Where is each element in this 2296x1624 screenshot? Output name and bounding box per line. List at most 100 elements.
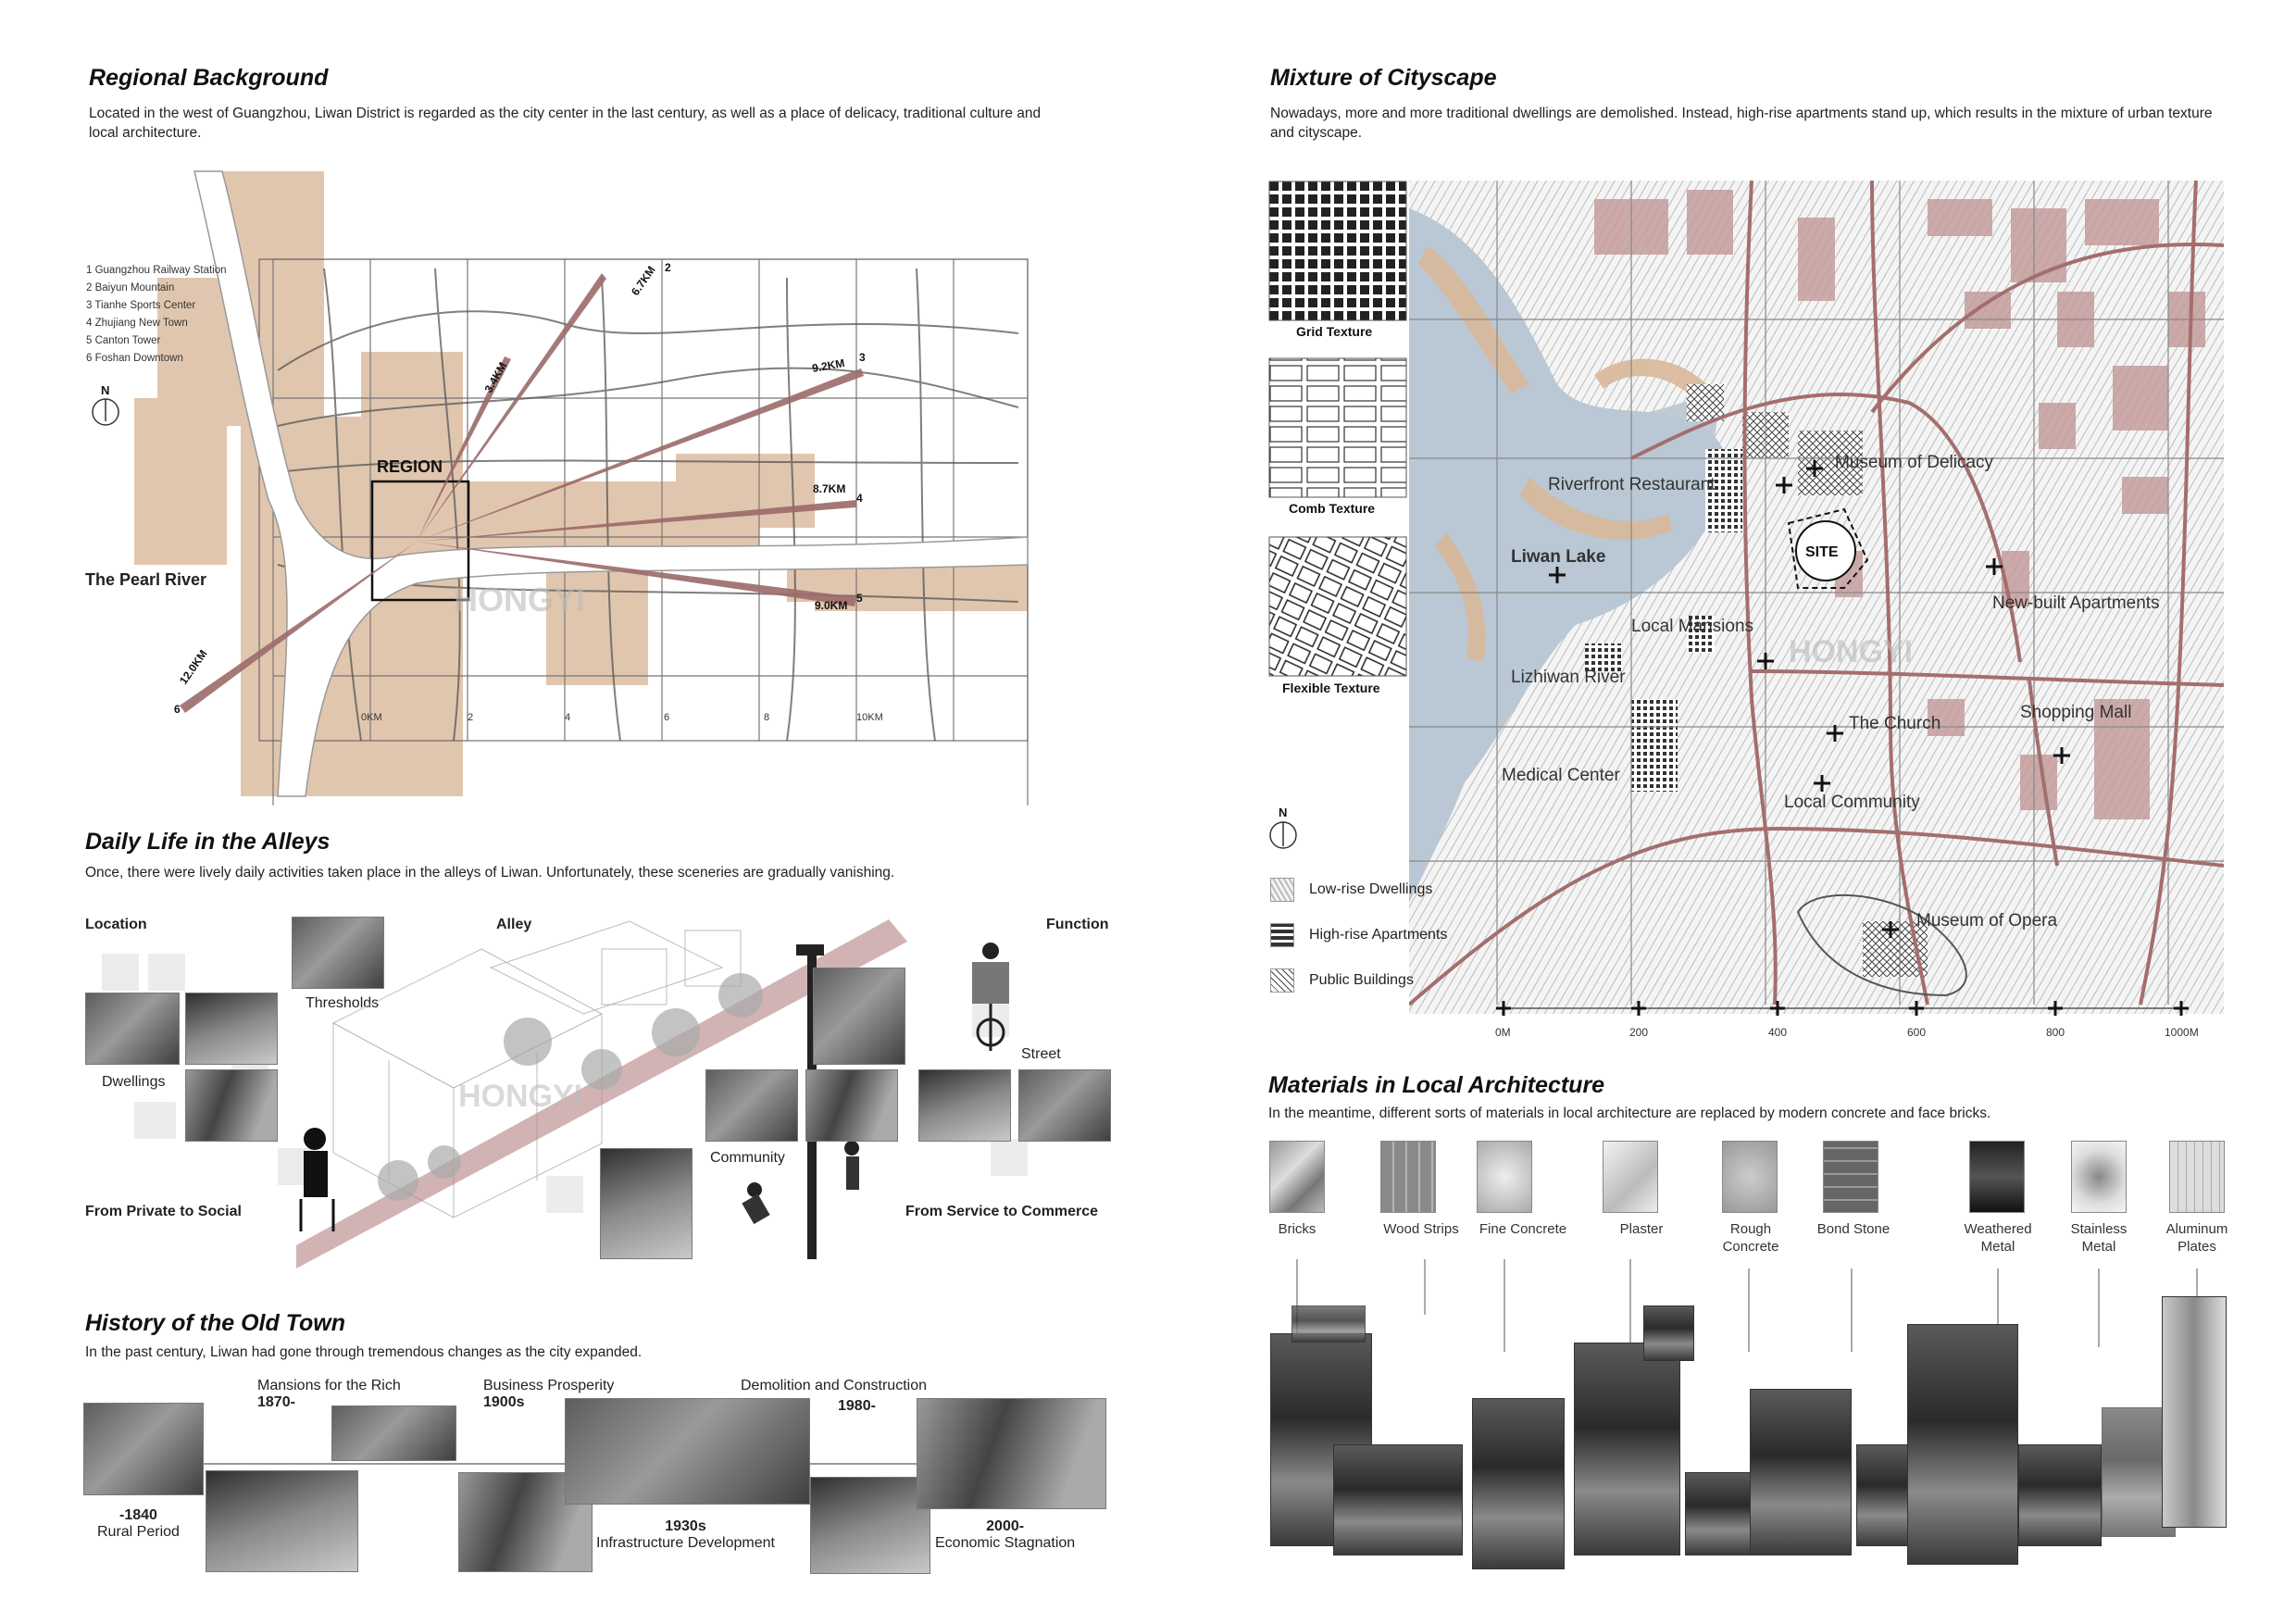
- regional-legend: 1 Guangzhou Railway Station 2 Baiyun Mou…: [86, 262, 227, 368]
- dist-label-5n: 5: [856, 592, 863, 605]
- history-name: Rural Period: [97, 1524, 180, 1540]
- history-photo-demolition: [810, 1477, 930, 1574]
- material-fine-concrete: Fine Concrete: [1479, 1221, 1567, 1237]
- private-social-label: From Private to Social: [85, 1204, 242, 1219]
- history-item-stagnation: 2000- Economic Stagnation: [935, 1518, 1075, 1552]
- dist-label-1n: 2: [665, 261, 671, 274]
- history-item-rural: -1840 Rural Period: [97, 1507, 180, 1541]
- map-scale: 0M 200 400 600 800 1000M: [1495, 1001, 2199, 1039]
- place-church: The Church: [1849, 714, 1940, 733]
- history-photo-rural: [83, 1403, 204, 1495]
- site-label: SITE: [1805, 544, 1839, 560]
- thresholds-label: Thresholds: [306, 995, 380, 1011]
- building-stone: [1856, 1444, 1912, 1546]
- history-name: Economic Stagnation: [935, 1535, 1076, 1551]
- cityscape-map: SITE Riverfront Restaurant Museum of Del…: [1409, 181, 2224, 1014]
- material-bond-stone: Bond Stone: [1816, 1221, 1890, 1237]
- regional-map: REGION 6.7KM 2 3.4KM 9.2KM 3 8.7KM 4 9.0…: [134, 170, 1029, 806]
- history-name: Infrastructure Development: [596, 1535, 775, 1551]
- legend-swatch-lowrise: [1270, 878, 1294, 902]
- scale-2: 4: [565, 712, 570, 723]
- alley-watermark: HONGYI: [458, 1079, 582, 1114]
- material-plaster: Plaster: [1619, 1221, 1664, 1237]
- community-photo-1: [705, 1069, 798, 1142]
- community-label: Community: [710, 1150, 785, 1166]
- texture-label-comb: Comb Texture: [1289, 501, 1376, 516]
- watermark: HONGYI: [454, 581, 585, 618]
- legend-swatch-public: [1270, 968, 1294, 993]
- legend-public: Public Buildings: [1309, 972, 1414, 988]
- ghost-tile: [991, 1139, 1028, 1176]
- pearl-river-label: The Pearl River: [85, 570, 207, 589]
- mixture-desc: Nowadays, more and more traditional dwel…: [1270, 106, 2213, 141]
- dwellings-photo-3: [185, 1069, 278, 1142]
- region-label: REGION: [377, 457, 443, 476]
- building-stairs: [2018, 1444, 2102, 1546]
- location-label: Location: [85, 917, 147, 932]
- history-year: 1870-: [257, 1394, 295, 1410]
- material-stainless-metal: Stainless Metal: [2070, 1221, 2128, 1255]
- place-liwan-lake: Liwan Lake: [1511, 547, 1605, 567]
- regional-title: Regional Background: [89, 65, 329, 91]
- scale-1000m: 1000M: [2165, 1026, 2199, 1039]
- dist-label-4n: 4: [856, 492, 863, 505]
- history-year: 1930s: [665, 1518, 706, 1534]
- dist-label-6n: 6: [174, 703, 181, 716]
- scale-3: 6: [664, 712, 669, 723]
- texture-label-grid: Grid Texture: [1296, 324, 1373, 339]
- history-item-business: Business Prosperity 1900s: [483, 1378, 614, 1411]
- texture-insets: [1268, 181, 1407, 677]
- history-year: 1900s: [483, 1394, 525, 1410]
- history-name: Mansions for the Rich: [257, 1378, 401, 1393]
- material-wood-strips: Wood Strips: [1383, 1221, 1459, 1237]
- legend-item: 3 Tianhe Sports Center: [86, 300, 196, 311]
- scale-600: 600: [1907, 1026, 1926, 1039]
- history-year: 2000-: [986, 1518, 1025, 1534]
- scale-200: 200: [1629, 1026, 1648, 1039]
- legend-swatch-highrise: [1270, 923, 1294, 947]
- history-title: History of the Old Town: [85, 1310, 346, 1336]
- alley-photo-shop: [600, 1148, 693, 1259]
- place-mall: Shopping Mall: [2020, 703, 2131, 722]
- alleys-title: Daily Life in the Alleys: [85, 829, 331, 855]
- swatch-plaster: [1603, 1141, 1658, 1213]
- dist-label-6: 12.0KM: [177, 647, 210, 686]
- scale-4: 8: [764, 712, 769, 723]
- mixture-title: Mixture of Cityscape: [1270, 65, 1497, 91]
- scale-0m: 0M: [1495, 1026, 1511, 1039]
- material-weathered-metal: Weathered Metal: [1964, 1221, 2032, 1255]
- legend-item: 6 Foshan Downtown: [86, 353, 183, 364]
- alley-photo-narrow: [813, 968, 905, 1065]
- swatch-wood-strips: [1380, 1141, 1436, 1213]
- swatch-fine-concrete: [1477, 1141, 1532, 1213]
- alley-label: Alley: [496, 917, 532, 932]
- scale-800: 800: [2046, 1026, 2065, 1039]
- place-medical: Medical Center: [1502, 766, 1620, 785]
- ghost-tile: [546, 1176, 583, 1213]
- street-photo-1: [918, 1069, 1011, 1142]
- place-museum-delicacy: Museum of Delicacy: [1835, 453, 1994, 472]
- building-aluminum: [2162, 1296, 2227, 1528]
- place-new-apartments: New-built Apartments: [1992, 593, 2160, 613]
- map-watermark: HONGYI: [1789, 634, 1913, 669]
- building-rough: [1750, 1389, 1852, 1555]
- legend-highrise: High-rise Apartments: [1309, 927, 1448, 943]
- dwellings-photo-1: [85, 993, 180, 1065]
- material-aluminum-plates: Aluminum Plates: [2165, 1221, 2228, 1255]
- service-commerce-label: From Service to Commerce: [905, 1204, 1099, 1219]
- history-photo-mansions: [206, 1470, 358, 1572]
- thresholds-photo: [292, 917, 384, 989]
- building-shop: [1685, 1472, 1759, 1555]
- dist-label-1: 6.7KM: [629, 264, 658, 298]
- legend-item: 5 Canton Tower: [86, 335, 161, 346]
- svg-text:N: N: [1279, 806, 1287, 819]
- history-item-infrastructure: 1930s Infrastructure Development: [596, 1518, 775, 1552]
- dist-label-2: 3.4KM: [481, 360, 509, 395]
- scale-1: 2: [468, 712, 473, 723]
- map-north-arrow-icon: N: [1269, 806, 1297, 849]
- ghost-tile: [134, 1102, 176, 1139]
- history-year: -1840: [119, 1507, 157, 1523]
- street-label: Street: [1021, 1046, 1061, 1062]
- materials-title: Materials in Local Architecture: [1268, 1072, 1605, 1098]
- history-name: Business Prosperity: [483, 1378, 615, 1393]
